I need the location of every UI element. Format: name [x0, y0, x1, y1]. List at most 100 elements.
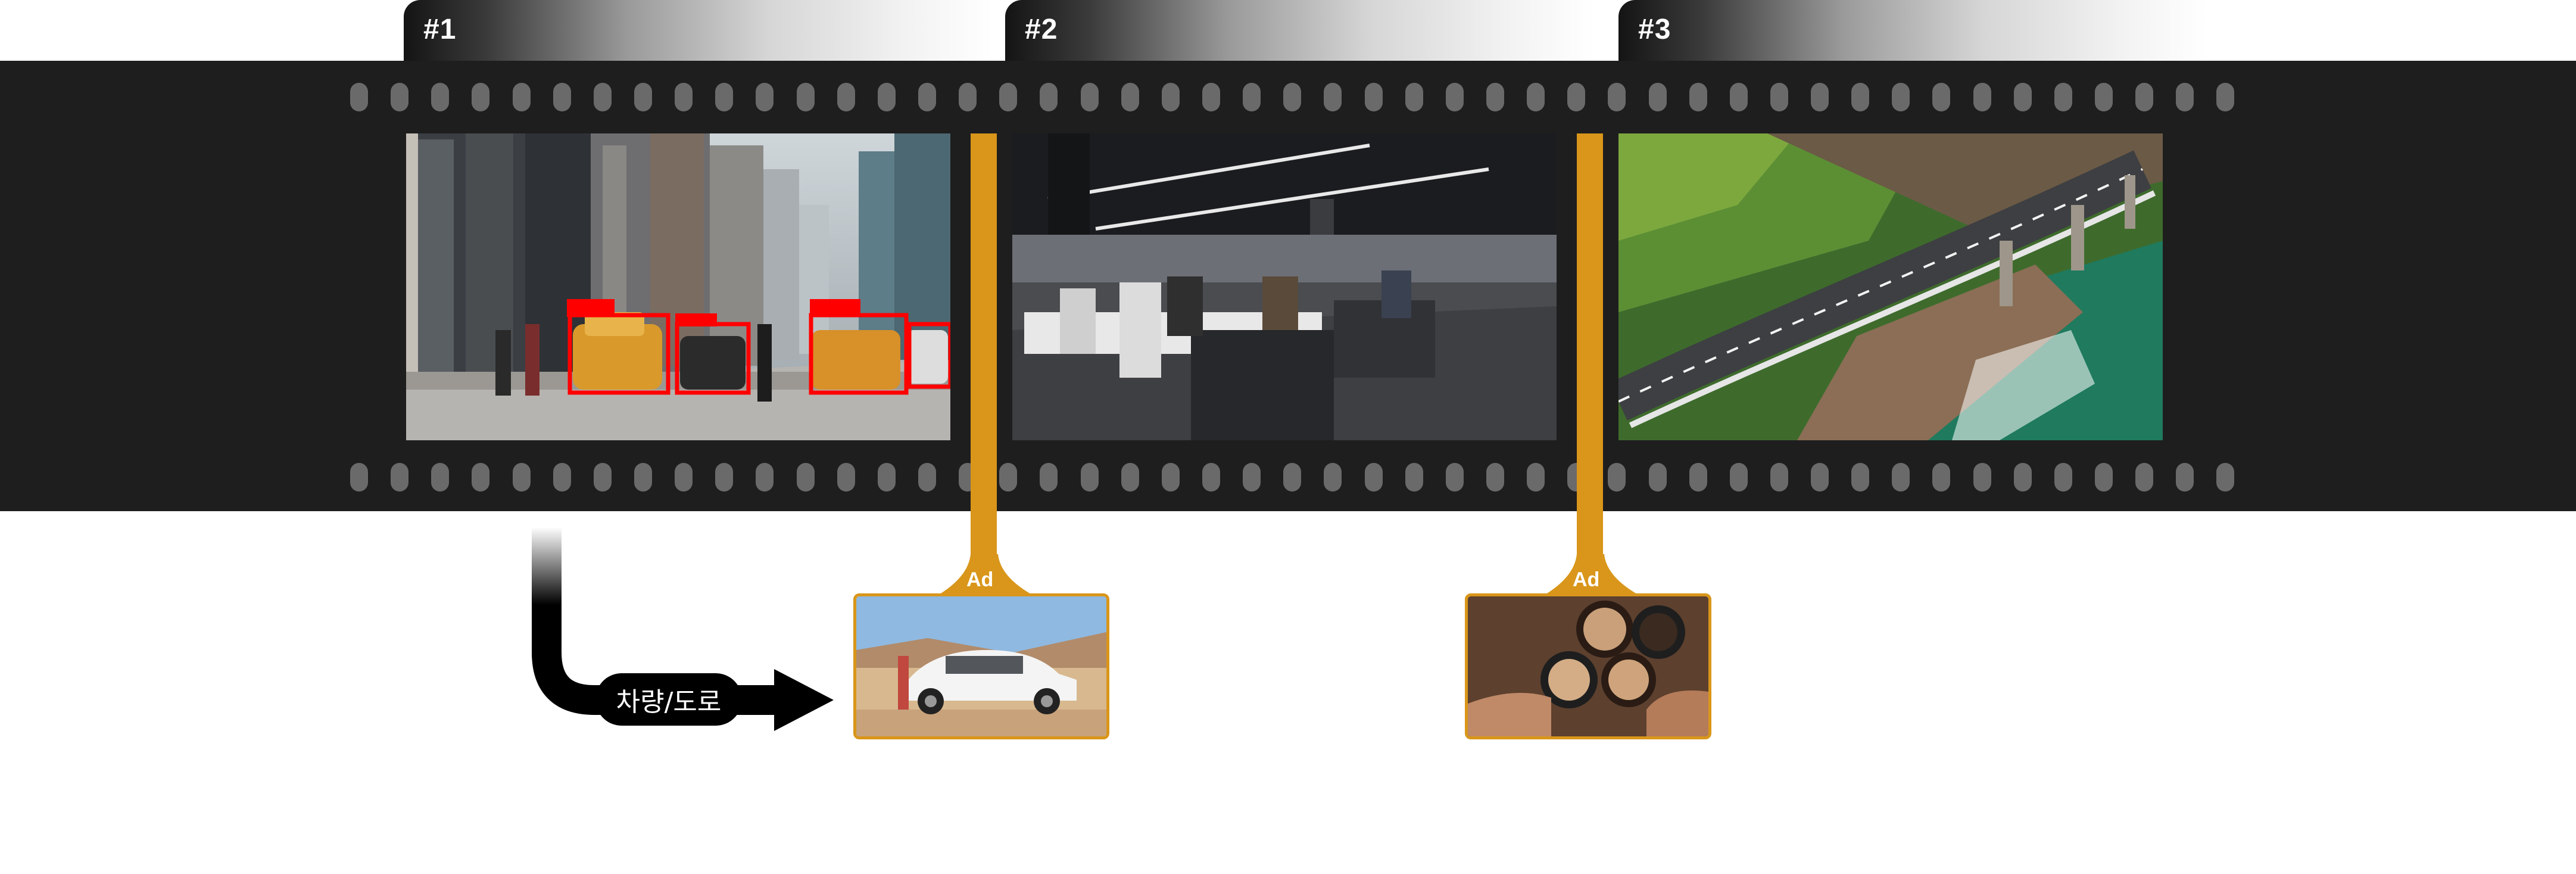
sprocket-hole: [472, 83, 490, 111]
sprocket-hole: [1689, 463, 1707, 492]
sprocket-hole: [2013, 463, 2032, 492]
sprocket-hole: [472, 463, 490, 492]
sprocket-hole: [1892, 83, 1910, 111]
sprocket-hole: [999, 83, 1018, 111]
sprocket-hole: [675, 463, 693, 492]
sprocket-hole: [1973, 463, 1991, 492]
sprocket-hole: [1811, 83, 1829, 111]
sprocket-hole: [1445, 463, 1464, 492]
sprocket-hole: [2176, 83, 2194, 111]
sprocket-hole: [1364, 83, 1383, 111]
sprocket-hole: [1080, 463, 1099, 492]
ad-connector-stem-1: [971, 133, 997, 574]
sprocket-hole: [593, 83, 612, 111]
sprocket-hole: [2176, 463, 2194, 492]
sprocket-hole: [634, 83, 652, 111]
sprocket-hole: [350, 463, 368, 492]
sprocket-hole: [1811, 463, 1829, 492]
sprocket-hole: [1689, 83, 1707, 111]
sprocket-hole: [2216, 463, 2235, 492]
sprocket-hole: [1283, 83, 1302, 111]
ad-thumbnail-2: [1465, 593, 1711, 739]
frame-label-1: #1: [423, 14, 457, 45]
sprocket-hole: [1445, 83, 1464, 111]
sprocket-hole: [1567, 83, 1586, 111]
sprocket-hole: [2216, 83, 2235, 111]
frame-tab-3: #3: [1618, 0, 2208, 62]
sprocket-hole: [1324, 463, 1342, 492]
sprocket-hole: [1283, 463, 1302, 492]
frame-label-3: #3: [1638, 14, 1671, 45]
sprocket-hole: [1770, 83, 1788, 111]
sprocket-hole: [593, 463, 612, 492]
sprocket-hole: [431, 463, 450, 492]
sprocket-hole: [837, 83, 855, 111]
sprocket-hole: [2135, 463, 2154, 492]
sprocket-hole: [634, 463, 652, 492]
sprocket-hole: [1324, 83, 1342, 111]
frame-image-2: [1012, 133, 1557, 440]
sprocket-hole: [1608, 83, 1626, 111]
sprocket-hole: [1080, 83, 1099, 111]
sprocket-hole: [918, 83, 936, 111]
frame-label-2: #2: [1025, 14, 1058, 45]
ad-connector-flare-1: [935, 554, 1036, 597]
sprocket-hole: [1486, 463, 1504, 492]
sprocket-hole: [1202, 463, 1220, 492]
sprocket-hole: [999, 463, 1018, 492]
sprocket-hole: [756, 83, 774, 111]
sprocket-hole: [959, 83, 977, 111]
sprocket-hole: [1161, 83, 1180, 111]
sprocket-hole: [1527, 463, 1545, 492]
sprocket-hole: [1648, 463, 1667, 492]
sprocket-hole: [1405, 463, 1423, 492]
frame-tab-2: #2: [1005, 0, 1595, 62]
sprocket-hole: [796, 463, 815, 492]
sprocket-hole: [1243, 463, 1261, 492]
sprocket-hole: [391, 463, 409, 492]
sprocket-hole: [756, 463, 774, 492]
sprocket-hole: [1608, 463, 1626, 492]
category-label: 차량/도로: [595, 673, 742, 726]
sprocket-hole: [837, 463, 855, 492]
sprocket-hole: [1486, 83, 1504, 111]
sprocket-hole: [431, 83, 450, 111]
sprocket-hole: [391, 83, 409, 111]
sprocket-hole: [2013, 83, 2032, 111]
ad-connector-flare-2: [1541, 554, 1642, 597]
sprocket-hole: [715, 463, 734, 492]
frame-image-1: [406, 133, 950, 440]
sprocket-hole: [1161, 463, 1180, 492]
ad-connector-stem-2: [1577, 133, 1603, 574]
sprocket-hole: [1770, 463, 1788, 492]
sprocket-hole: [1405, 83, 1423, 111]
sprocket-hole: [1932, 463, 1951, 492]
ad-thumbnail-1: [853, 593, 1109, 739]
sprocket-hole: [1121, 463, 1139, 492]
sprocket-hole: [877, 463, 896, 492]
sprocket-hole: [553, 83, 571, 111]
sprocket-hole: [1040, 83, 1058, 111]
sprocket-hole: [675, 83, 693, 111]
sprocket-hole: [512, 83, 531, 111]
sprocket-hole: [918, 463, 936, 492]
sprocket-hole: [2095, 83, 2113, 111]
sprocket-hole: [553, 463, 571, 492]
sprocket-hole: [1892, 463, 1910, 492]
sprocket-hole: [1527, 83, 1545, 111]
sprocket-hole: [2095, 463, 2113, 492]
sprocket-hole: [1851, 463, 1870, 492]
sprocket-holes-bottom: [350, 463, 2235, 492]
sprocket-hole: [715, 83, 734, 111]
frame-image-3: [1618, 133, 2163, 440]
sprocket-hole: [1729, 463, 1748, 492]
sprocket-hole: [796, 83, 815, 111]
sprocket-hole: [1851, 83, 1870, 111]
sprocket-hole: [1729, 83, 1748, 111]
sprocket-hole: [2054, 83, 2072, 111]
ad-label-2: Ad: [1573, 568, 1600, 591]
sprocket-hole: [877, 83, 896, 111]
sprocket-hole: [1364, 463, 1383, 492]
frame-tab-1: #1: [404, 0, 993, 62]
sprocket-hole: [1973, 83, 1991, 111]
